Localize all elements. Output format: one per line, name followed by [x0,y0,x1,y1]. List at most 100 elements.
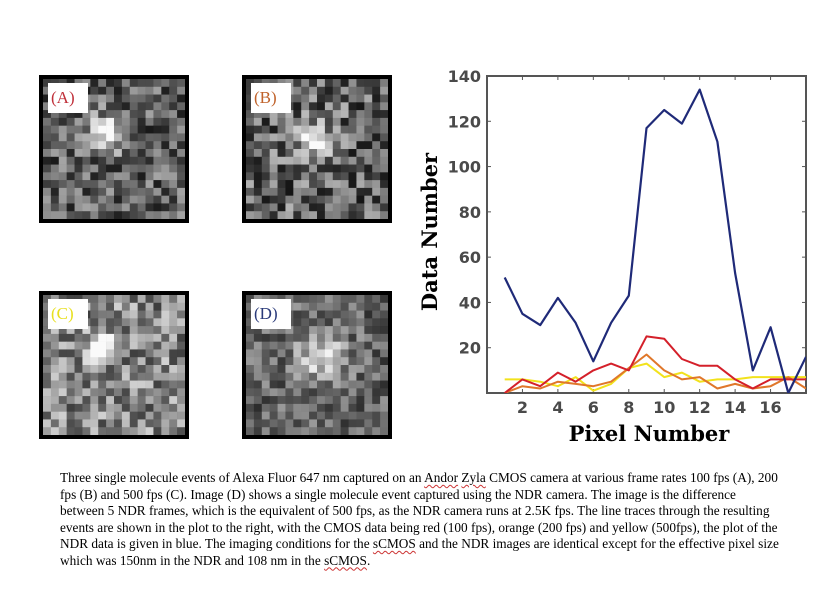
pixel [177,133,185,142]
pixel [121,318,131,327]
pixel [90,180,99,189]
pixel [364,295,373,304]
pixel [380,295,388,304]
pixel [90,133,99,142]
pixel [137,102,146,111]
pixel [332,172,341,181]
pixel [317,380,326,389]
pixel [340,86,349,95]
pixel [253,187,263,196]
pixel [74,117,83,126]
pixel [121,156,131,165]
pixel [309,295,318,304]
pixel [348,125,357,134]
pixel [269,156,278,165]
pixel [301,172,310,181]
pixel [380,365,388,374]
pixel [66,326,75,335]
pixel [43,411,52,420]
pixel [145,203,154,212]
y-tick-label: 120 [448,112,481,131]
pixel [169,187,178,196]
pixel [161,349,170,358]
pixel [261,349,270,358]
pixel [364,211,373,219]
pixel [114,419,123,428]
pixel [372,79,381,88]
x-tick-label: 6 [588,398,599,417]
pixel [161,187,170,196]
pixel [348,388,357,397]
pixel [340,79,349,88]
pixel [177,302,185,311]
pixel [285,125,294,134]
pixel [169,318,178,327]
pixel [90,211,99,219]
pixel [98,372,107,381]
pixel [106,79,115,88]
pixel [169,164,178,173]
pixel [169,79,178,88]
pixel [121,419,131,428]
panel-label-c: (C) [48,299,88,329]
pixel [380,388,388,397]
pixel [309,133,318,142]
pixel [324,102,334,111]
pixel [90,349,99,358]
pixel [106,333,115,342]
pixel [177,125,185,134]
pixel [161,86,170,95]
pixel [348,427,357,435]
pixel [269,419,278,428]
pixel [98,357,107,366]
pixel [161,302,170,311]
pixel [285,419,294,428]
pixel [58,195,67,204]
pixel [309,203,318,212]
pixel [177,349,185,358]
pixel [293,172,302,181]
pixel [121,411,131,420]
pixel [82,380,91,389]
pixel [372,156,381,165]
pixel [82,427,91,435]
pixel [293,396,302,405]
pixel [301,149,310,158]
pixel [98,133,107,142]
pixel [285,326,294,335]
pixel [246,94,255,103]
pixel [153,349,162,358]
pixel [293,164,302,173]
pixel [90,79,99,88]
pixel [114,388,123,397]
pixel [137,403,146,412]
pixel [43,133,52,142]
pixel [261,396,270,405]
pixel [137,149,146,158]
pixel [161,180,170,189]
pixel [145,187,154,196]
pixel [356,94,365,103]
pixel [169,388,178,397]
pixel [106,110,115,119]
pixel [106,117,115,126]
pixel [324,357,334,366]
pixel [82,149,91,158]
pixel [348,195,357,204]
pixel [293,411,302,420]
pixel [293,110,302,119]
pixel [50,341,60,350]
pixel [145,295,154,304]
pixel [153,333,162,342]
pixel [277,341,286,350]
pixel [66,372,75,381]
pixel [340,372,349,381]
pixel [340,203,349,212]
pixel [82,396,91,405]
pixel [66,125,75,134]
pixel [332,318,341,327]
pixel [301,141,310,150]
pixel [43,419,52,428]
pixel [348,172,357,181]
pixel [380,326,388,335]
